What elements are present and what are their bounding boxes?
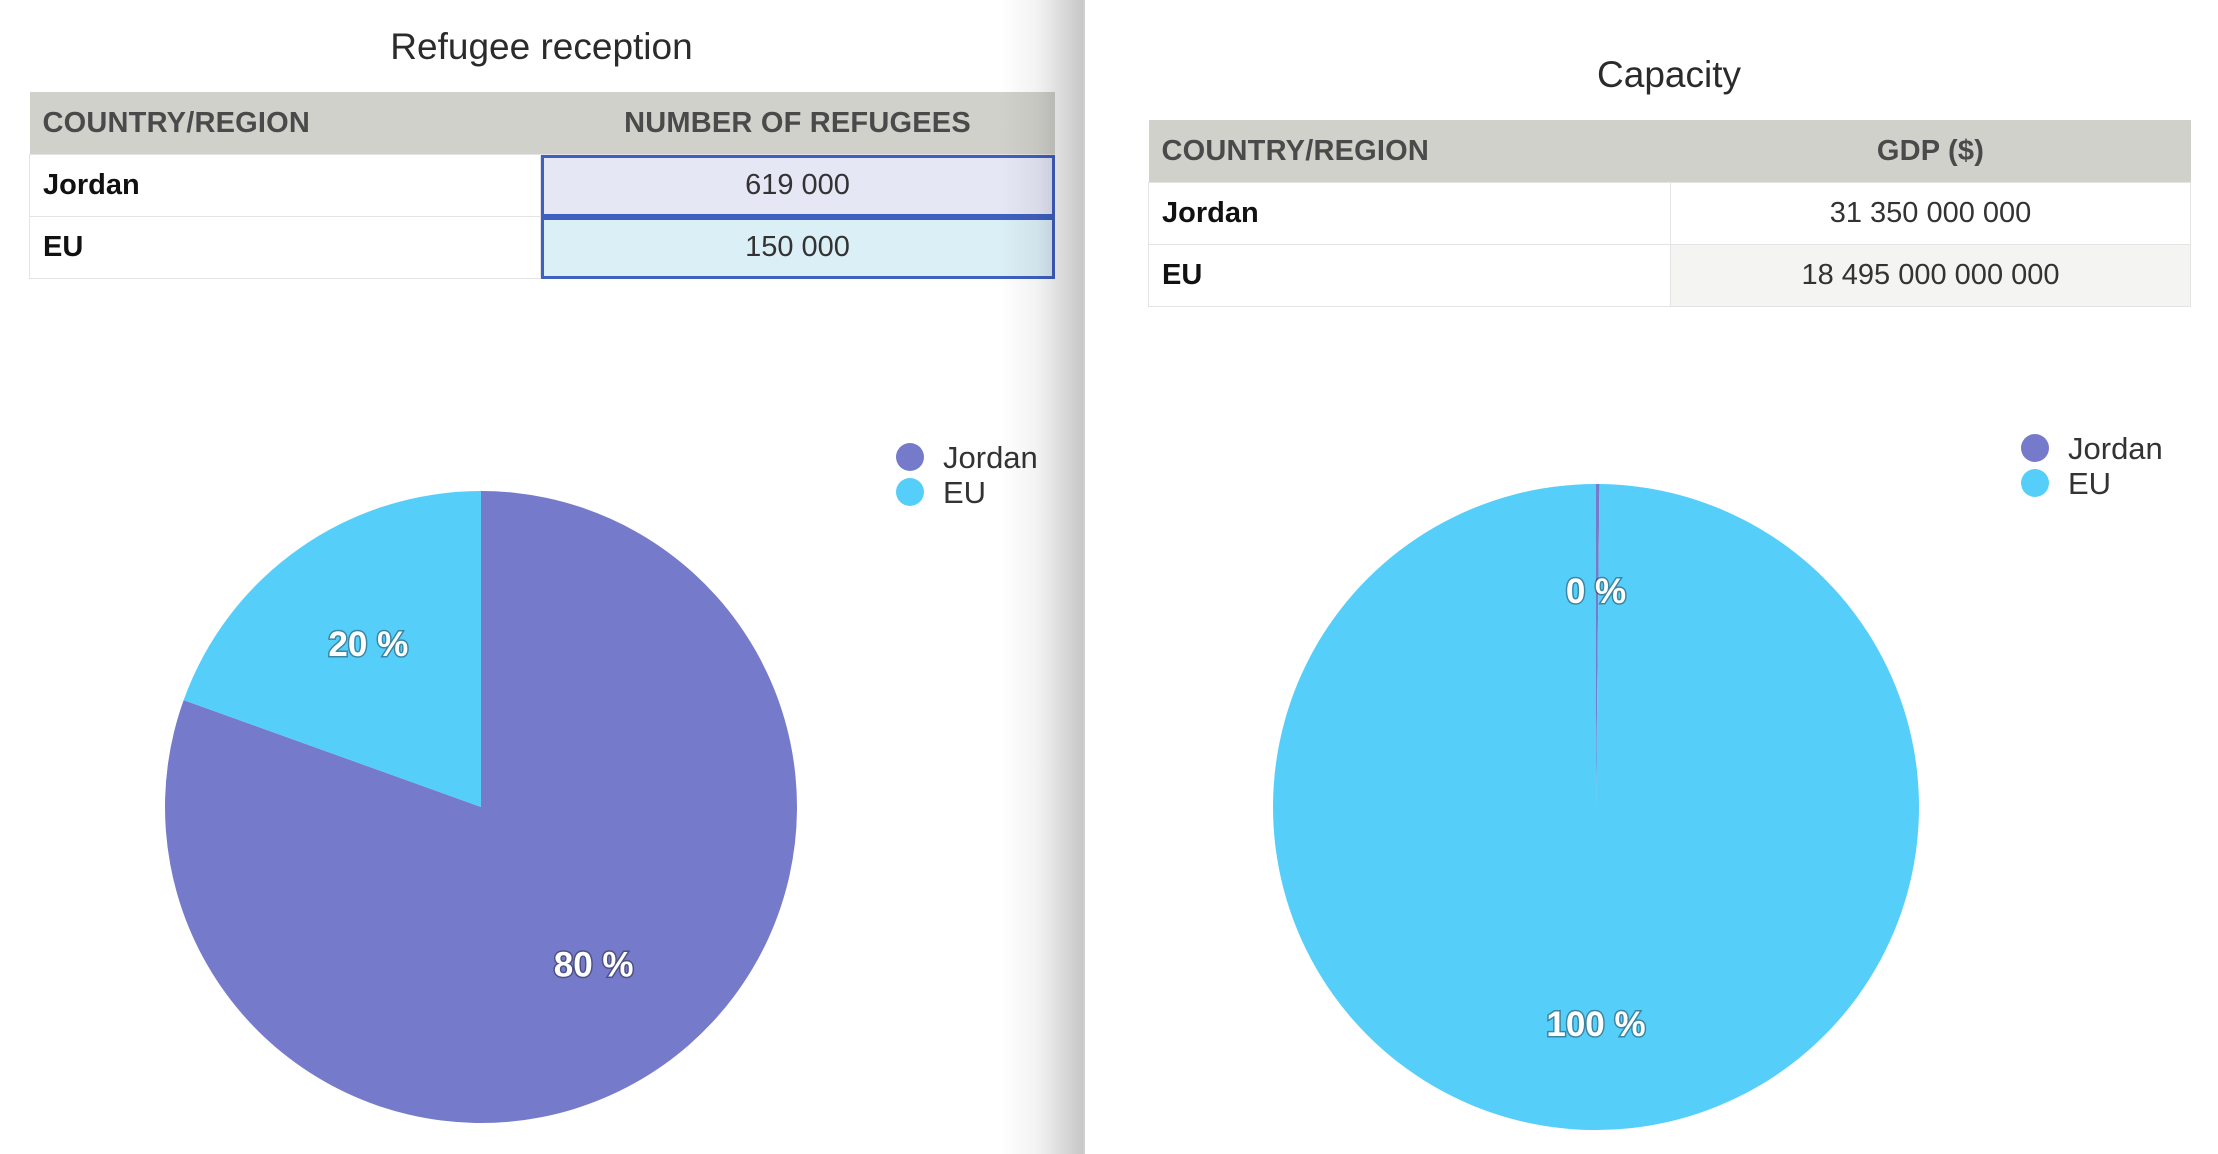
legend-label-jordan: Jordan: [2068, 431, 2163, 466]
column-header-country[interactable]: COUNTRY/REGION: [29, 92, 541, 155]
legend-label-eu: EU: [943, 475, 986, 510]
cell-country-eu[interactable]: EU: [1148, 244, 1671, 307]
slice-label-jordan: 80 %: [554, 946, 634, 985]
legend-swatch-jordan: [2021, 434, 2049, 462]
cell-gdp-jordan[interactable]: 31 350 000 000: [1670, 182, 2191, 245]
slice-label-eu: 100 %: [1546, 1005, 1645, 1044]
refugee-table[interactable]: COUNTRY/REGION NUMBER OF REFUGEES Jordan…: [29, 92, 1055, 279]
pie-slice-eu[interactable]: [183, 491, 481, 807]
column-header-country[interactable]: COUNTRY/REGION: [1148, 120, 1671, 183]
legend-swatch-eu: [2021, 469, 2049, 497]
right-sheet: Capacity COUNTRY/REGION GDP ($) Jordan 3…: [1083, 0, 2218, 1154]
table-row: Jordan 619 000: [29, 154, 1055, 217]
table-row: EU 18 495 000 000 000: [1148, 244, 2191, 307]
legend-label-jordan: Jordan: [943, 440, 1038, 475]
slice-label-jordan: 0 %: [1566, 572, 1626, 611]
table-row: EU 150 000: [29, 216, 1055, 279]
cell-refugees-eu[interactable]: 150 000: [540, 216, 1055, 279]
legend-swatch-eu: [896, 478, 924, 506]
cell-gdp-eu[interactable]: 18 495 000 000 000: [1670, 244, 2191, 307]
legend-swatch-jordan: [896, 443, 924, 471]
column-header-refugees[interactable]: NUMBER OF REFUGEES: [540, 92, 1055, 155]
table-header-row: COUNTRY/REGION GDP ($): [1148, 120, 2191, 183]
table-header-row: COUNTRY/REGION NUMBER OF REFUGEES: [29, 92, 1055, 155]
cell-country-eu[interactable]: EU: [29, 216, 541, 279]
column-header-gdp[interactable]: GDP ($): [1670, 120, 2191, 183]
cell-country-jordan[interactable]: Jordan: [1148, 182, 1671, 245]
left-sheet: Refugee reception COUNTRY/REGION NUMBER …: [0, 0, 1083, 1154]
sheet-title-refugee-reception: Refugee reception: [390, 26, 693, 67]
sheet-title-capacity: Capacity: [1597, 54, 1741, 95]
table-row: Jordan 31 350 000 000: [1148, 182, 2191, 245]
slice-label-eu: 20 %: [328, 625, 408, 664]
cell-country-jordan[interactable]: Jordan: [29, 154, 541, 217]
pie-slice-eu[interactable]: [1273, 483, 1919, 1130]
cell-refugees-jordan[interactable]: 619 000: [540, 154, 1055, 217]
pie-slice-jordan[interactable]: [1596, 484, 1600, 807]
legend-label-eu: EU: [2068, 466, 2111, 501]
capacity-table[interactable]: COUNTRY/REGION GDP ($) Jordan 31 350 000…: [1148, 120, 2191, 307]
